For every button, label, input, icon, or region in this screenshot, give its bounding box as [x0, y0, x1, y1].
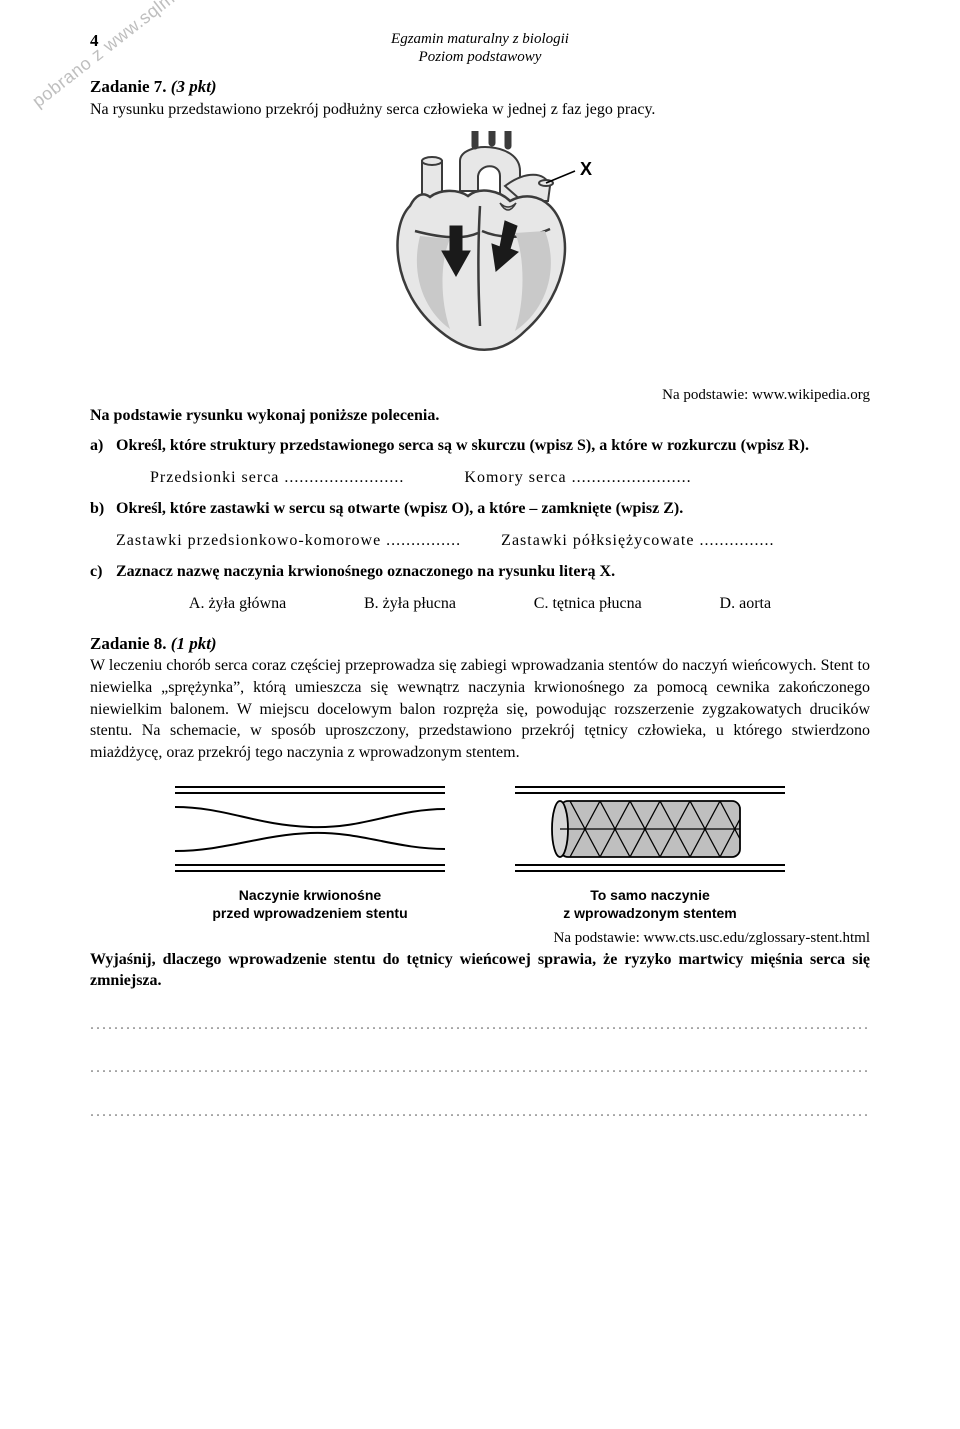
task8-source-prefix: Na podstawie: — [554, 930, 644, 946]
page-header: 4 Egzamin maturalny z biologii Poziom po… — [90, 30, 870, 74]
stent-left-col: Naczynie krwionośne przed wprowadzeniem … — [175, 779, 445, 922]
task7-intro: Na rysunku przedstawiono przekrój podłuż… — [90, 99, 870, 121]
task7-b: b)Określ, które zastawki w sercu są otwa… — [116, 498, 870, 520]
task7-a-text: Określ, które struktury przedstawionego … — [116, 437, 809, 454]
task7-b-label: b) — [90, 498, 116, 520]
task7-c-options: A. żyła główna B. żyła płucna C. tętnica… — [150, 593, 810, 615]
stent-right-caption: To samo naczynie z wprowadzonym stentem — [563, 887, 736, 922]
task8-source-url: www.cts.usc.edu/zglossary-stent.html — [644, 930, 871, 946]
answer-line-3[interactable]: ........................................… — [90, 1101, 870, 1123]
publication-header: Egzamin maturalny z biologii Poziom pods… — [130, 30, 830, 66]
task7-c-label: c) — [90, 561, 116, 583]
task7-b-fill-row: Zastawki przedsionkowo-komorowe ........… — [116, 530, 870, 552]
task7-b-right[interactable]: Zastawki półksiężycowate ............... — [501, 530, 774, 552]
stent-figure: Naczynie krwionośne przed wprowadzeniem … — [90, 779, 870, 922]
task8-question: Wyjaśnij, dlaczego wprowadzenie stentu d… — [90, 949, 870, 992]
task7-source: Na podstawie: www.wikipedia.org — [90, 385, 870, 405]
stent-right-col: To samo naczynie z wprowadzonym stentem — [515, 779, 785, 922]
task8-title: Zadanie 8. (1 pkt) — [90, 633, 870, 656]
task7-a-fill-row: Przedsionki serca ......................… — [150, 467, 870, 489]
answer-line-2[interactable]: ........................................… — [90, 1057, 870, 1079]
task8-body: W leczeniu chorób serca coraz częściej p… — [90, 655, 870, 763]
answer-line-1[interactable]: ........................................… — [90, 1014, 870, 1036]
stent-left-caption-l1: Naczynie krwionośne — [239, 887, 381, 903]
heart-figure: X — [90, 131, 870, 368]
task7-b-text: Określ, które zastawki w sercu są otwart… — [116, 500, 683, 517]
task7-b-left[interactable]: Zastawki przedsionkowo-komorowe ........… — [116, 530, 461, 552]
task7-a-label: a) — [90, 435, 116, 457]
stent-left-caption-l2: przed wprowadzeniem stentu — [212, 905, 407, 921]
publication-title: Egzamin maturalny z biologii — [130, 30, 830, 48]
task8-number: Zadanie 8. — [90, 634, 167, 653]
task7-a-right[interactable]: Komory serca ........................ — [464, 467, 691, 489]
task8-source: Na podstawie: www.cts.usc.edu/zglossary-… — [90, 928, 870, 948]
task7-a-left[interactable]: Przedsionki serca ......................… — [150, 467, 404, 489]
option-d[interactable]: D. aorta — [720, 593, 772, 615]
task7-points: (3 pkt) — [171, 77, 217, 96]
task7-subhead: Na podstawie rysunku wykonaj poniższe po… — [90, 405, 870, 427]
heart-diagram-svg: X — [350, 131, 610, 361]
stent-right-caption-l1: To samo naczynie — [590, 887, 710, 903]
task7-number: Zadanie 7. — [90, 77, 167, 96]
task7-source-prefix: Na podstawie: — [662, 387, 752, 403]
figure-label-x: X — [580, 159, 592, 179]
task-7: Zadanie 7. (3 pkt) Na rysunku przedstawi… — [90, 76, 870, 615]
task7-c-text: Zaznacz nazwę naczynia krwionośnego ozna… — [116, 563, 615, 580]
task-8: Zadanie 8. (1 pkt) W leczeniu chorób ser… — [90, 633, 870, 1123]
task7-source-url: www.wikipedia.org — [752, 387, 870, 403]
option-b[interactable]: B. żyła płucna — [364, 593, 456, 615]
task7-title: Zadanie 7. (3 pkt) — [90, 76, 870, 99]
option-a[interactable]: A. żyła główna — [189, 593, 286, 615]
publication-subtitle: Poziom podstawowy — [130, 48, 830, 66]
task7-a: a)Określ, które struktury przedstawioneg… — [116, 435, 870, 457]
vessel-after-svg — [515, 779, 785, 879]
task7-c: c)Zaznacz nazwę naczynia krwionośnego oz… — [116, 561, 870, 583]
stent-right-caption-l2: z wprowadzonym stentem — [563, 905, 736, 921]
option-c[interactable]: C. tętnica płucna — [534, 593, 642, 615]
vessel-before-svg — [175, 779, 445, 879]
task8-points: (1 pkt) — [171, 634, 217, 653]
stent-left-caption: Naczynie krwionośne przed wprowadzeniem … — [212, 887, 407, 922]
